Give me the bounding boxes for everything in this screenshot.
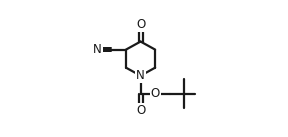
Text: N: N	[136, 69, 145, 82]
Text: O: O	[136, 104, 145, 117]
Text: O: O	[136, 18, 145, 32]
Text: N: N	[93, 43, 102, 56]
Text: O: O	[151, 87, 160, 100]
